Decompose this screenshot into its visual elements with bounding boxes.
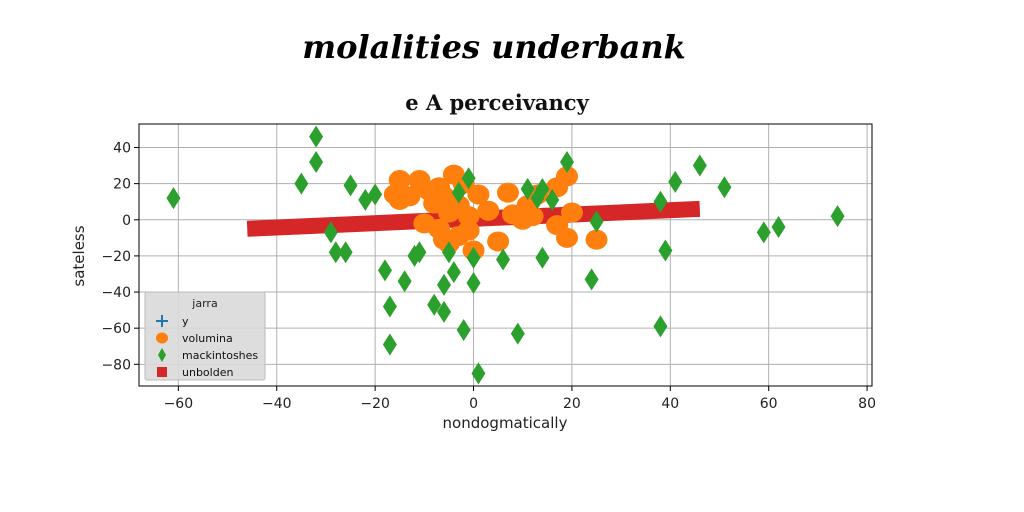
legend-marker-volumina (156, 332, 168, 344)
x-tick-label: 20 (563, 396, 581, 412)
mackintoshes-point (496, 248, 511, 271)
mackintoshes-point (771, 215, 786, 238)
mackintoshes-point (559, 150, 574, 173)
suptitle: molalities underbank (302, 28, 686, 66)
legend-marker-y (156, 315, 168, 327)
mackintoshes-point (668, 170, 683, 193)
y-tick-label: −40 (101, 285, 131, 301)
mackintoshes-point (294, 172, 309, 195)
mackintoshes-point (382, 295, 397, 318)
mackintoshes-point (451, 181, 466, 204)
volumina-point (477, 200, 500, 221)
legend-label: unbolden (182, 366, 233, 379)
mackintoshes-point (437, 273, 452, 296)
chart-title: e A perceivancy (405, 90, 589, 115)
y-tick-label: −20 (101, 249, 131, 265)
mackintoshes-point (471, 362, 486, 385)
volumina-point (467, 184, 490, 205)
volumina-point (585, 229, 608, 250)
x-tick-label: −40 (262, 396, 292, 412)
x-tick-label: 60 (760, 396, 778, 412)
mackintoshes-point (545, 188, 560, 211)
y-tick-label: 40 (113, 140, 131, 156)
mackintoshes-point (589, 210, 604, 233)
legend-title: jarra (191, 297, 217, 310)
mackintoshes-point (466, 246, 481, 269)
volumina-point (428, 177, 451, 198)
volumina-point (521, 206, 544, 227)
y-axis: −80 −60 −40 −20 0 20 40 (101, 140, 139, 373)
mackintoshes-point (323, 221, 338, 244)
legend-label: mackintoshes (182, 349, 258, 362)
mackintoshes-point (510, 322, 525, 345)
volumina-point (555, 227, 578, 248)
plot-area (166, 125, 845, 385)
volumina-point (457, 220, 480, 241)
mackintoshes-point (456, 318, 471, 341)
volumina-point (383, 184, 406, 205)
mackintoshes-point (830, 205, 845, 228)
mackintoshes-point (328, 241, 343, 264)
volumina-point (555, 166, 578, 187)
legend-marker-unbolden (157, 367, 167, 377)
volumina-point (487, 231, 510, 252)
mackintoshes-point (520, 178, 535, 201)
mackintoshes-point (338, 241, 353, 264)
volumina-point (560, 202, 583, 223)
plot-frame (138, 123, 873, 387)
y-axis-label: sateless (70, 225, 88, 286)
y-tick-label: 20 (113, 177, 131, 193)
legend-label: y (182, 315, 189, 328)
x-tick-label: −60 (164, 396, 194, 412)
mackintoshes-point (427, 293, 442, 316)
volumina-point (457, 206, 480, 227)
volumina-point (423, 193, 446, 214)
mackintoshes-point (653, 315, 668, 338)
mackintoshes-point (377, 259, 392, 282)
mackintoshes-point (584, 268, 599, 291)
mackintoshes-point (412, 241, 427, 264)
mackintoshes-point (692, 154, 707, 177)
legend-box (144, 291, 266, 381)
y-tick-label: 0 (122, 213, 131, 229)
mackintoshes-point (343, 174, 358, 197)
mackintoshes-point (535, 246, 550, 269)
mackintoshes-point (382, 333, 397, 356)
x-tick-label: −20 (360, 396, 390, 412)
mackintoshes-point (397, 270, 412, 293)
mackintoshes-point (309, 150, 324, 173)
legend: jarra y volumina mackintoshes unbolden (144, 291, 266, 381)
mackintoshes-point (309, 125, 324, 148)
mackintoshes-point (653, 190, 668, 213)
mackintoshes-point (437, 300, 452, 323)
y-tick-label: −80 (101, 357, 131, 373)
mackintoshes-point (441, 241, 456, 264)
legend-label: volumina (182, 332, 233, 345)
volumina-point (413, 213, 436, 234)
x-tick-label: 0 (469, 396, 478, 412)
y-tick-label: −60 (101, 321, 131, 337)
mackintoshes-point (446, 261, 461, 284)
mackintoshes-point (717, 176, 732, 199)
legend-marker-mackintoshes (158, 348, 166, 362)
x-axis: −60 −40 −20 0 20 40 60 80 (164, 386, 876, 412)
mackintoshes-point (756, 221, 771, 244)
mackintoshes-point (658, 239, 673, 262)
mackintoshes-point (466, 272, 481, 295)
mackintoshes-point (535, 178, 550, 201)
x-tick-label: 80 (858, 396, 876, 412)
x-tick-label: 40 (661, 396, 679, 412)
x-axis-label: nondogmatically (443, 414, 568, 432)
mackintoshes-point (461, 167, 476, 190)
mackintoshes-point (166, 187, 181, 210)
volumina-point (496, 182, 519, 203)
mackintoshes-point (368, 183, 383, 206)
